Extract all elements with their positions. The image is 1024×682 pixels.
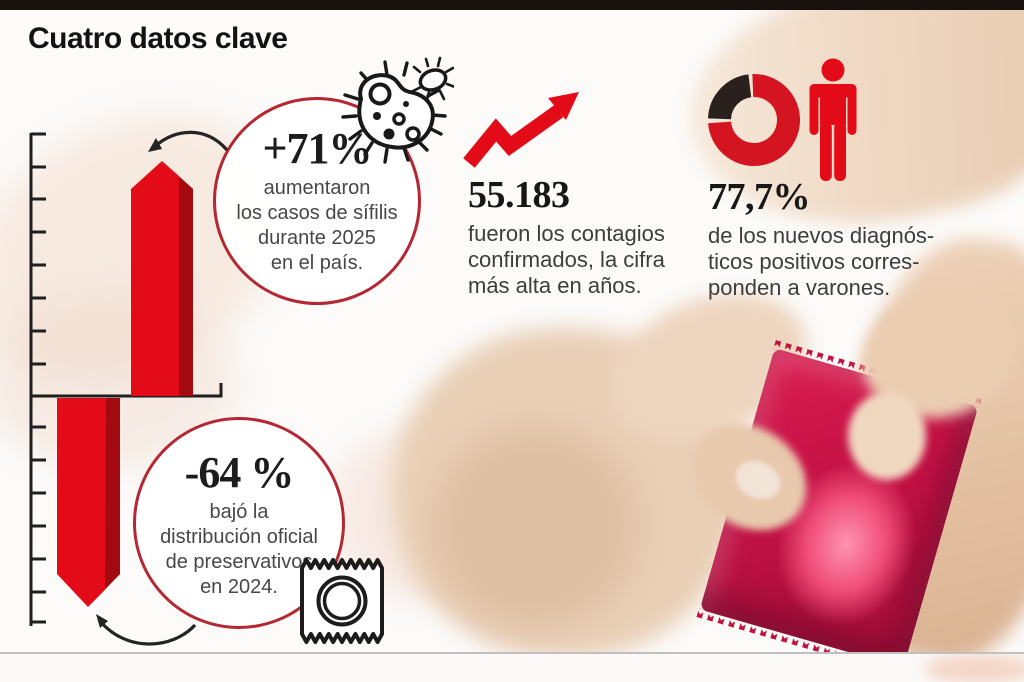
stat-condoms-text: de preservativos bbox=[165, 550, 313, 573]
stat-males-value: 77,7% bbox=[708, 176, 811, 218]
stat-syphilis-text: aumentaron bbox=[263, 176, 371, 199]
stat-infections-text: fueron los contagios bbox=[468, 221, 665, 246]
stat-syphilis-text: en el país. bbox=[270, 251, 364, 274]
photo-fingertip bbox=[848, 392, 926, 480]
stat-condoms-text: en 2024. bbox=[200, 575, 278, 598]
stat-infections-text: más alta en años. bbox=[468, 273, 642, 298]
male-figure-icon bbox=[809, 58, 857, 181]
stat-condoms-text: bajó la bbox=[209, 500, 269, 523]
stat-males-text: de los nuevos diagnós- bbox=[708, 223, 935, 248]
bottom-margin-strip bbox=[0, 652, 1024, 682]
stat-males-block: 77,7% de los nuevos diagnós- ticos posit… bbox=[708, 178, 968, 301]
stat-infections-value: 55.183 bbox=[468, 174, 570, 216]
top-border-bar bbox=[0, 0, 1024, 10]
photo-skin-hint bbox=[924, 654, 1024, 682]
page-title: Cuatro datos clave bbox=[28, 22, 288, 55]
stat-syphilis-value: +71% bbox=[262, 124, 372, 173]
stat-infections-text: confirmados, la cifra bbox=[468, 247, 665, 272]
stat-males-text: ticos positivos corres- bbox=[708, 249, 920, 274]
trend-up-arrow-icon bbox=[463, 92, 579, 168]
donut-segment-resto bbox=[708, 74, 752, 120]
bacteria-icon bbox=[341, 56, 454, 164]
photo-hand-shadow bbox=[430, 425, 640, 630]
stat-condoms-value: -64 % bbox=[184, 448, 295, 497]
stat-syphilis-text: los casos de sífilis bbox=[236, 201, 398, 224]
donut-chart bbox=[708, 74, 800, 166]
stat-males-text: ponden a varones. bbox=[708, 275, 891, 300]
condom-wrapper-icon bbox=[300, 558, 384, 644]
stat-condoms-text: distribución oficial bbox=[160, 525, 318, 548]
donut-segment-varones bbox=[708, 74, 800, 166]
stat-syphilis-text: durante 2025 bbox=[258, 226, 376, 249]
stat-infections-block: 55.183 fueron los contagios confirmados,… bbox=[468, 176, 698, 299]
